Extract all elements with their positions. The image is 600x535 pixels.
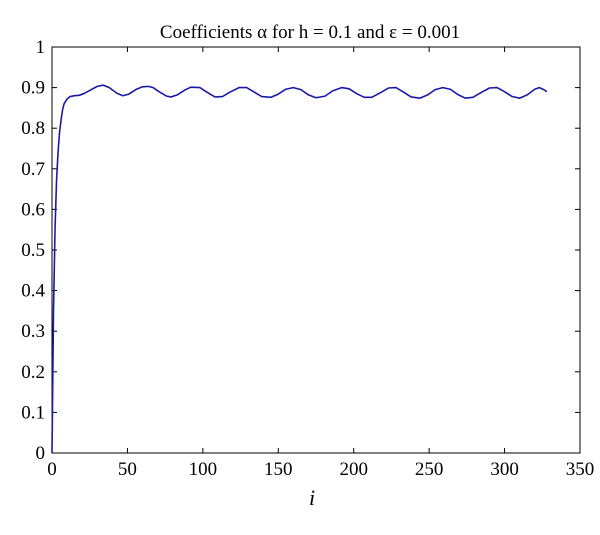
series-layer	[51, 84, 548, 454]
y-tick-label: 0.6	[21, 199, 45, 220]
y-tick-label: 0.5	[21, 240, 45, 261]
x-tick-label: 100	[189, 459, 218, 480]
y-tick-label: 0.4	[21, 281, 45, 302]
y-tick-label: 1	[36, 37, 46, 58]
x-tick-label: 300	[490, 459, 519, 480]
y-tick-label: 0.2	[21, 362, 45, 383]
x-tick-label: 0	[47, 459, 57, 480]
x-tick-label: 350	[566, 459, 595, 480]
x-axis: 0 50 100 150 200 250 300 350	[47, 47, 594, 480]
y-axis: 0 0.1 0.2 0.3 0.4 0.5 0.6 0.7 0.8 0.9 1	[21, 37, 580, 464]
x-axis-label: i	[309, 485, 315, 510]
y-tick-label: 0.8	[21, 118, 45, 139]
x-tick-label: 150	[264, 459, 293, 480]
chart-title: Coefficients α for h = 0.1 and ε = 0.001	[160, 22, 460, 43]
y-tick-label: 0.9	[21, 78, 45, 99]
x-tick-label: 200	[339, 459, 368, 480]
y-tick-label: 0.3	[21, 321, 45, 342]
x-tick-label: 50	[118, 459, 137, 480]
plot-frame	[51, 46, 581, 454]
y-tick-label: 0	[36, 443, 46, 464]
x-tick-label: 250	[415, 459, 444, 480]
y-tick-label: 0.7	[21, 159, 45, 180]
y-tick-label: 0.1	[21, 402, 45, 423]
series-line	[51, 84, 548, 454]
plot-border	[51, 46, 581, 454]
